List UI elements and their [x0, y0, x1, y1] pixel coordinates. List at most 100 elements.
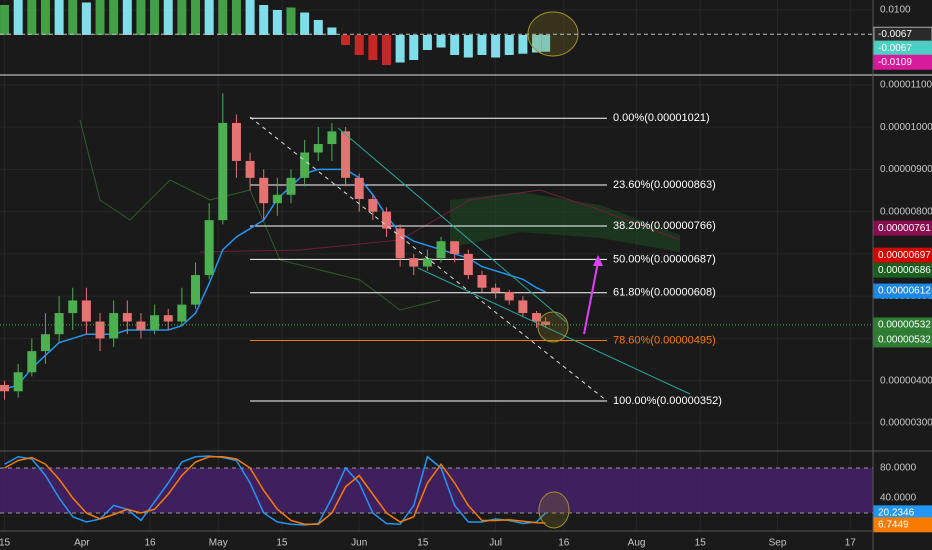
histogram-bar: [150, 0, 160, 35]
stoch-badge-text: 20.2346: [878, 507, 915, 518]
price-badge: [873, 247, 932, 263]
histogram-badge-text: -0.0067: [878, 29, 912, 40]
stoch-badge: [873, 517, 932, 533]
candle-body: [218, 122, 228, 221]
histogram-bar: [122, 0, 132, 35]
histogram-bar: [68, 0, 78, 35]
histogram-bar: [300, 12, 310, 35]
candle-body: [327, 131, 337, 145]
trendline-lower: [417, 267, 691, 395]
arrow-head: [593, 255, 603, 266]
candle-body: [518, 300, 528, 314]
highlight-circle: [538, 491, 570, 529]
price-badge-text: 0.00000761: [878, 223, 931, 234]
candle-body: [541, 321, 551, 325]
y-tick-label: 0.00000900: [880, 164, 932, 175]
candle-body: [381, 211, 391, 229]
price-badge-text: 0.00000697: [878, 250, 931, 261]
histogram-bar: [109, 0, 119, 35]
candle-body: [191, 275, 201, 305]
histogram-bar: [0, 5, 10, 35]
price-badge-text: 0.00000532: [878, 320, 931, 331]
histogram-bar: [163, 0, 173, 35]
x-tick-label: 17: [845, 538, 857, 549]
histogram-bar: [54, 0, 64, 35]
candle-body: [491, 287, 501, 292]
candle-body: [27, 351, 37, 373]
histogram-bar: [541, 35, 551, 52]
price-pane: [0, 93, 607, 402]
histogram-bar: [409, 35, 419, 60]
histogram-bar: [259, 5, 269, 35]
histogram-bar: [463, 35, 473, 58]
histogram-bar: [368, 35, 378, 60]
candle-body: [40, 334, 50, 352]
y-tick-label: 0.00001000: [880, 122, 932, 133]
x-tick-label: May: [209, 538, 228, 549]
candle-body: [409, 258, 419, 267]
price-badge-text: 0.00000686: [878, 265, 931, 276]
fib-label: 50.00%(0.00000687): [613, 253, 716, 265]
stochastic-pane: [0, 455, 873, 526]
histogram-bar: [532, 35, 542, 53]
histogram-bar: [341, 35, 351, 45]
candle-body: [313, 144, 323, 153]
stoch-d-line: [4, 455, 546, 525]
stoch-k-line: [4, 455, 547, 526]
histogram-bar: [395, 35, 405, 63]
x-tick-label: 16: [144, 538, 156, 549]
candle-body: [245, 160, 255, 178]
candle-body: [463, 253, 473, 276]
histogram-bar: [177, 0, 187, 35]
candle-body: [177, 304, 187, 322]
histogram-bar: [354, 35, 364, 55]
candle-body: [341, 131, 351, 178]
histogram-bar: [27, 0, 37, 35]
y-tick-label: 0.0100: [880, 5, 911, 16]
price-badge: [873, 317, 932, 333]
candle-body: [54, 313, 64, 335]
stoch-badge-text: 6.7449: [878, 519, 909, 530]
price-badge: [873, 220, 932, 236]
candle-body: [422, 258, 432, 267]
candle-body: [504, 291, 514, 301]
candle-body: [532, 313, 542, 322]
x-tick-label: 15: [417, 538, 429, 549]
candle-body: [150, 315, 160, 330]
fib-label: 61.80%(0.00000608): [613, 287, 716, 299]
histogram-bar: [81, 2, 91, 35]
candle-body: [272, 194, 282, 204]
histogram-badge-text: -0.0067: [878, 43, 912, 54]
candle-body: [81, 300, 91, 322]
histogram-bar: [422, 35, 432, 50]
cloud-edge: [199, 189, 681, 253]
x-tick-label: Jul: [489, 538, 502, 549]
price-badge: [873, 332, 932, 348]
x-tick-label: Aug: [628, 538, 646, 549]
fib-label: 78.60%(0.00000495): [613, 334, 716, 346]
y-tick-label: 0.00000800: [880, 206, 932, 217]
price-badge-text: 0.00000532: [878, 335, 931, 346]
candle-body: [395, 228, 405, 259]
histogram-pane: [0, 0, 551, 65]
histogram-bar: [95, 0, 105, 35]
histogram-badge-text: -0.0109: [878, 57, 912, 68]
histogram-bar: [191, 0, 201, 35]
histogram-badge: [873, 54, 932, 70]
candle-body: [300, 152, 310, 178]
candle-body: [95, 321, 105, 339]
candle-body: [163, 315, 173, 322]
candle-body: [204, 220, 214, 276]
grid: [0, 0, 873, 531]
candle-body: [450, 241, 460, 254]
candle-body: [13, 372, 23, 392]
x-tick-label: 15: [276, 538, 288, 549]
histogram-bar: [245, 0, 255, 35]
fib-label: 100.00%(0.00000352): [613, 395, 722, 407]
candle-body: [477, 275, 487, 288]
fib-label: 0.00%(0.00001021): [613, 112, 710, 124]
histogram-bar: [504, 35, 514, 55]
x-tick-label: 15: [695, 538, 707, 549]
histogram-bar: [477, 35, 487, 55]
projection-arrow: [583, 261, 599, 335]
